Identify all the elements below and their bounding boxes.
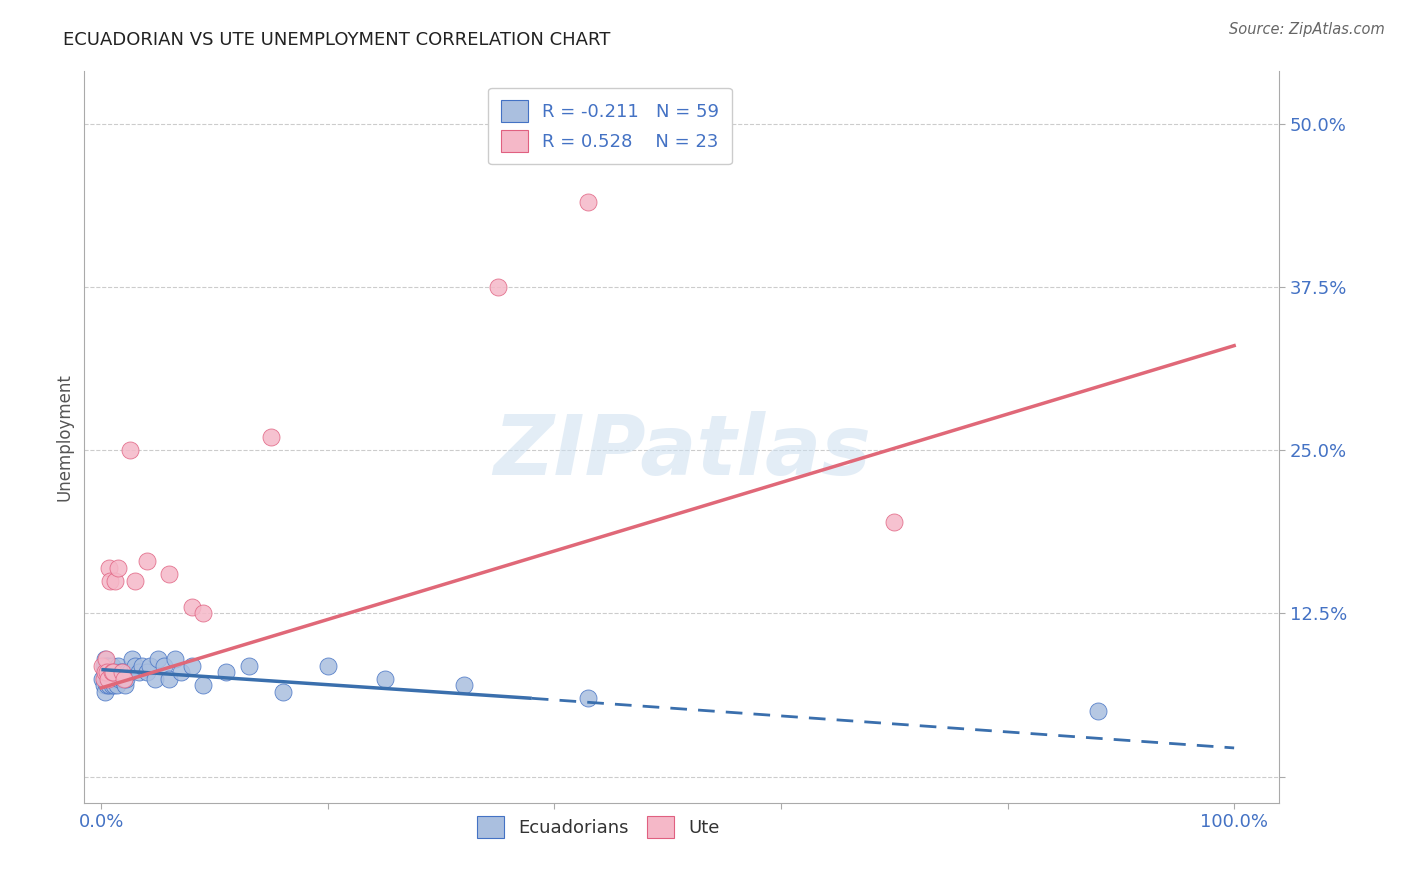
Point bbox=[112, 672, 135, 686]
Y-axis label: Unemployment: Unemployment bbox=[55, 373, 73, 501]
Point bbox=[157, 567, 180, 582]
Point bbox=[169, 665, 191, 680]
Point bbox=[139, 658, 162, 673]
Point bbox=[578, 691, 600, 706]
Point bbox=[97, 672, 120, 686]
Point bbox=[94, 658, 117, 673]
Point bbox=[101, 665, 124, 680]
Point bbox=[107, 560, 129, 574]
Point bbox=[111, 665, 134, 680]
Point bbox=[100, 665, 122, 680]
Point bbox=[93, 658, 115, 673]
Point bbox=[215, 665, 238, 680]
Point bbox=[157, 672, 180, 686]
Point bbox=[98, 560, 121, 574]
Point bbox=[100, 574, 122, 588]
Point bbox=[96, 665, 118, 680]
Point bbox=[271, 685, 294, 699]
Point bbox=[135, 665, 157, 680]
Point bbox=[97, 658, 120, 673]
Point bbox=[374, 672, 396, 686]
Point bbox=[128, 665, 150, 680]
Point bbox=[131, 658, 153, 673]
Point bbox=[124, 658, 146, 673]
Point bbox=[1087, 705, 1109, 719]
Point bbox=[93, 678, 115, 692]
Point bbox=[104, 672, 127, 686]
Point bbox=[193, 678, 215, 692]
Point bbox=[100, 665, 122, 680]
Point bbox=[124, 574, 146, 588]
Point bbox=[163, 652, 186, 666]
Point bbox=[181, 658, 204, 673]
Point bbox=[107, 665, 129, 680]
Point bbox=[105, 665, 128, 680]
Point bbox=[112, 672, 135, 686]
Point bbox=[98, 665, 121, 680]
Point bbox=[260, 430, 283, 444]
Point bbox=[105, 678, 128, 692]
Legend: Ecuadorians, Ute: Ecuadorians, Ute bbox=[470, 808, 727, 845]
Point bbox=[181, 599, 204, 614]
Point bbox=[486, 280, 509, 294]
Point bbox=[104, 665, 127, 680]
Point bbox=[111, 665, 134, 680]
Text: ZIPatlas: ZIPatlas bbox=[494, 411, 870, 492]
Point bbox=[453, 678, 475, 692]
Point bbox=[108, 672, 131, 686]
Point bbox=[96, 678, 118, 692]
Point bbox=[94, 652, 117, 666]
Point bbox=[91, 658, 114, 673]
Point bbox=[101, 672, 124, 686]
Point bbox=[93, 672, 115, 686]
Point bbox=[117, 665, 139, 680]
Point bbox=[146, 652, 169, 666]
Point bbox=[316, 658, 339, 673]
Point bbox=[104, 574, 127, 588]
Point bbox=[238, 658, 260, 673]
Point bbox=[91, 672, 114, 686]
Point bbox=[143, 672, 166, 686]
Text: ECUADORIAN VS UTE UNEMPLOYMENT CORRELATION CHART: ECUADORIAN VS UTE UNEMPLOYMENT CORRELATI… bbox=[63, 31, 610, 49]
Point bbox=[152, 658, 174, 673]
Point bbox=[115, 672, 138, 686]
Point bbox=[98, 678, 121, 692]
Point bbox=[94, 652, 117, 666]
Point bbox=[100, 678, 122, 692]
Point bbox=[94, 665, 117, 680]
Point bbox=[94, 685, 117, 699]
Point bbox=[96, 665, 118, 680]
Point bbox=[94, 672, 117, 686]
Point bbox=[100, 672, 122, 686]
Point bbox=[578, 194, 600, 209]
Point bbox=[121, 652, 143, 666]
Point bbox=[118, 665, 141, 680]
Text: Source: ZipAtlas.com: Source: ZipAtlas.com bbox=[1229, 22, 1385, 37]
Point bbox=[883, 515, 905, 529]
Point bbox=[135, 554, 157, 568]
Point bbox=[94, 665, 117, 680]
Point bbox=[110, 665, 132, 680]
Point bbox=[107, 658, 129, 673]
Point bbox=[193, 607, 215, 621]
Point bbox=[97, 672, 120, 686]
Point bbox=[103, 672, 125, 686]
Point bbox=[100, 658, 122, 673]
Point bbox=[114, 678, 136, 692]
Point bbox=[103, 678, 125, 692]
Point bbox=[118, 443, 141, 458]
Point bbox=[101, 665, 124, 680]
Point bbox=[111, 672, 134, 686]
